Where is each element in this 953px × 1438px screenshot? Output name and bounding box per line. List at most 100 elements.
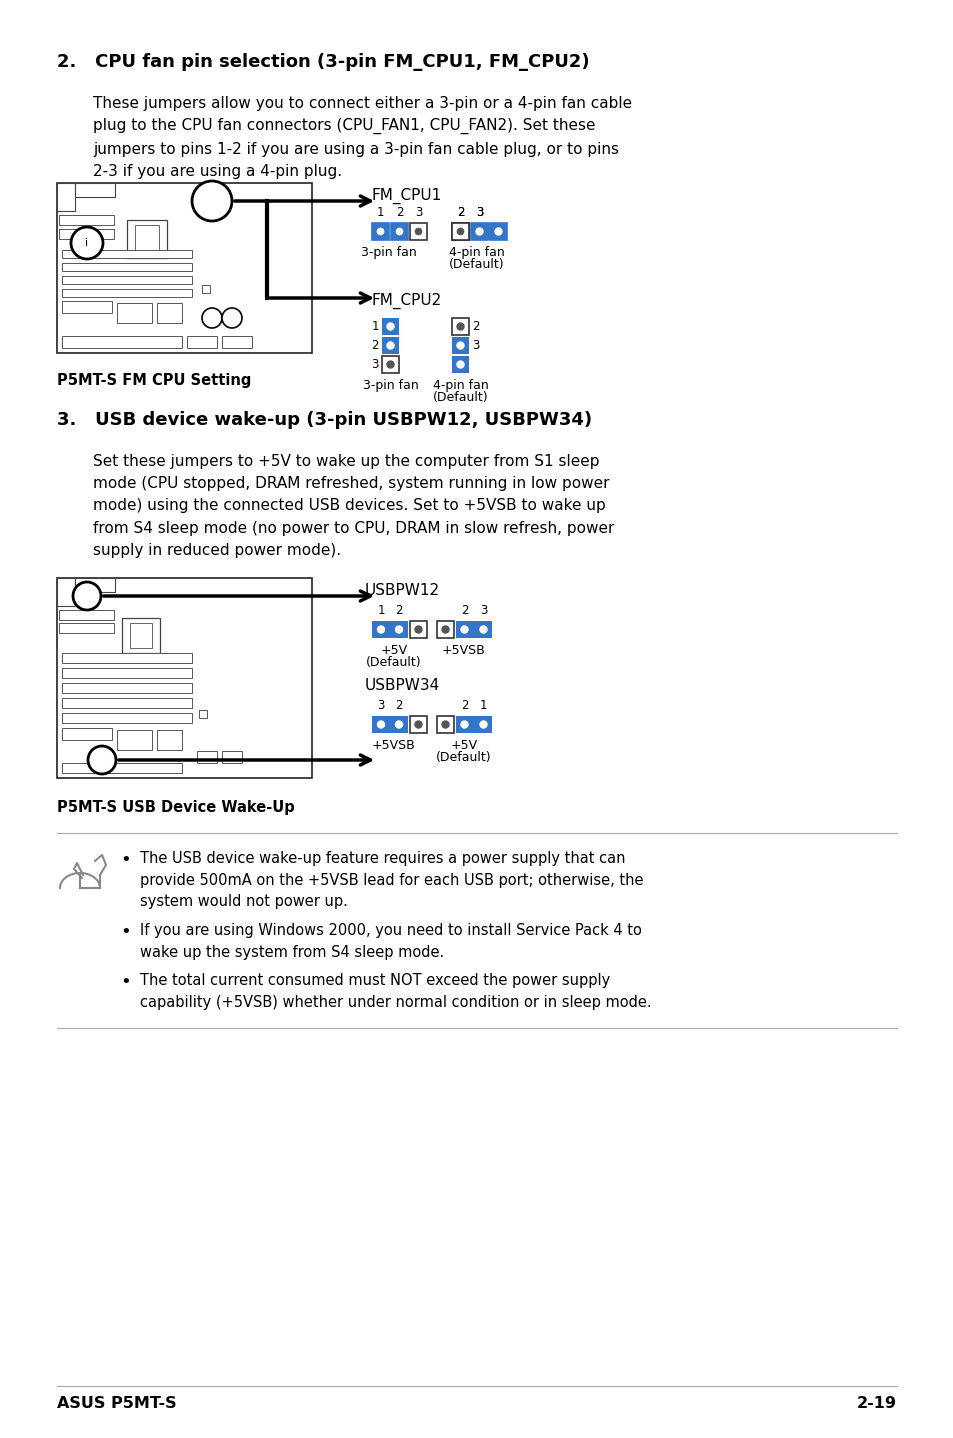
Bar [222, 336, 252, 348]
Bar [62, 336, 182, 348]
Circle shape [222, 308, 242, 328]
Text: 3-pin fan: 3-pin fan [361, 246, 416, 259]
Bar [117, 731, 152, 751]
Bar [62, 653, 192, 663]
Text: +5V: +5V [450, 739, 477, 752]
Text: 2: 2 [395, 604, 402, 617]
Circle shape [71, 227, 103, 259]
Circle shape [377, 720, 384, 728]
Circle shape [456, 342, 463, 349]
Circle shape [441, 626, 449, 633]
Bar [59, 216, 113, 224]
Text: +5VSB: +5VSB [372, 739, 416, 752]
Text: USBPW12: USBPW12 [364, 582, 439, 598]
Bar [62, 276, 192, 283]
Bar [135, 224, 159, 253]
Text: 3: 3 [479, 604, 487, 617]
Circle shape [202, 308, 222, 328]
Circle shape [395, 626, 402, 633]
Text: i: i [86, 239, 89, 247]
Text: 1: 1 [376, 206, 384, 219]
Text: These jumpers allow you to connect either a 3-pin or a 4-pin fan cable
plug to t: These jumpers allow you to connect eithe… [92, 96, 632, 178]
Text: FM_CPU1: FM_CPU1 [372, 188, 441, 204]
Circle shape [88, 746, 116, 774]
Bar [75, 183, 115, 197]
Bar [187, 336, 216, 348]
Circle shape [460, 626, 468, 633]
Text: The USB device wake-up feature requires a power supply that can
provide 500mA on: The USB device wake-up feature requires … [140, 851, 643, 909]
Text: 4-pin fan: 4-pin fan [432, 380, 488, 393]
Circle shape [495, 229, 501, 234]
Bar [196, 751, 216, 764]
Bar [62, 713, 192, 723]
Circle shape [441, 720, 449, 728]
Circle shape [376, 229, 384, 234]
Circle shape [479, 720, 486, 728]
Bar [57, 183, 312, 352]
Text: 1: 1 [371, 321, 378, 334]
Text: •: • [120, 851, 131, 869]
Text: (Default): (Default) [366, 656, 421, 669]
Bar [62, 764, 182, 774]
Bar [62, 669, 192, 677]
Text: P5MT-S USB Device Wake-Up: P5MT-S USB Device Wake-Up [57, 800, 294, 815]
Bar [372, 223, 389, 240]
Bar [391, 223, 408, 240]
Text: 3: 3 [472, 339, 478, 352]
Bar [410, 716, 427, 733]
Bar [117, 303, 152, 324]
Circle shape [456, 361, 463, 368]
Circle shape [415, 229, 421, 234]
Bar [62, 697, 192, 707]
Circle shape [460, 720, 468, 728]
Text: 4-pin fan: 4-pin fan [449, 246, 504, 259]
Bar [372, 621, 408, 638]
Text: (Default): (Default) [433, 391, 488, 404]
Bar [452, 223, 469, 240]
Text: If you are using Windows 2000, you need to install Service Pack 4 to
wake up the: If you are using Windows 2000, you need … [140, 923, 641, 959]
Bar [381, 318, 398, 335]
Bar [59, 623, 113, 633]
Bar [456, 716, 492, 733]
Text: 3-pin fan: 3-pin fan [362, 380, 418, 393]
Bar [452, 357, 469, 372]
Bar [452, 223, 469, 240]
Text: (Default): (Default) [436, 751, 492, 764]
Circle shape [192, 181, 232, 221]
Bar [381, 357, 398, 372]
Bar [490, 223, 506, 240]
Bar [452, 318, 469, 335]
Text: (Default): (Default) [449, 257, 504, 270]
Circle shape [479, 626, 486, 633]
Bar [471, 223, 506, 240]
Circle shape [476, 229, 482, 234]
Text: 1: 1 [376, 604, 384, 617]
Bar [57, 578, 312, 778]
Text: 2: 2 [460, 604, 468, 617]
Text: 2: 2 [395, 206, 403, 219]
Text: 3: 3 [476, 206, 482, 219]
Bar [62, 301, 112, 313]
Text: 2: 2 [472, 321, 479, 334]
Bar [59, 610, 113, 620]
Bar [57, 578, 75, 605]
Text: 2: 2 [395, 699, 402, 712]
Bar [471, 223, 488, 240]
Circle shape [456, 324, 463, 329]
Bar [127, 220, 167, 257]
Circle shape [387, 361, 394, 368]
Bar [122, 618, 160, 653]
Text: +5V: +5V [380, 644, 407, 657]
Circle shape [377, 626, 384, 633]
Text: 2: 2 [456, 206, 464, 219]
Text: P5MT-S FM CPU Setting: P5MT-S FM CPU Setting [57, 372, 251, 388]
Text: 3.   USB device wake-up (3-pin USBPW12, USBPW34): 3. USB device wake-up (3-pin USBPW12, US… [57, 411, 592, 429]
Text: •: • [120, 923, 131, 940]
Bar [436, 716, 454, 733]
Text: Set these jumpers to +5V to wake up the computer from S1 sleep
mode (CPU stopped: Set these jumpers to +5V to wake up the … [92, 454, 614, 558]
Text: FM_CPU2: FM_CPU2 [372, 293, 441, 309]
Text: 2.   CPU fan pin selection (3-pin FM_CPU1, FM_CPU2): 2. CPU fan pin selection (3-pin FM_CPU1,… [57, 53, 589, 70]
Text: 3: 3 [377, 699, 384, 712]
Text: •: • [120, 974, 131, 991]
Circle shape [476, 229, 482, 234]
